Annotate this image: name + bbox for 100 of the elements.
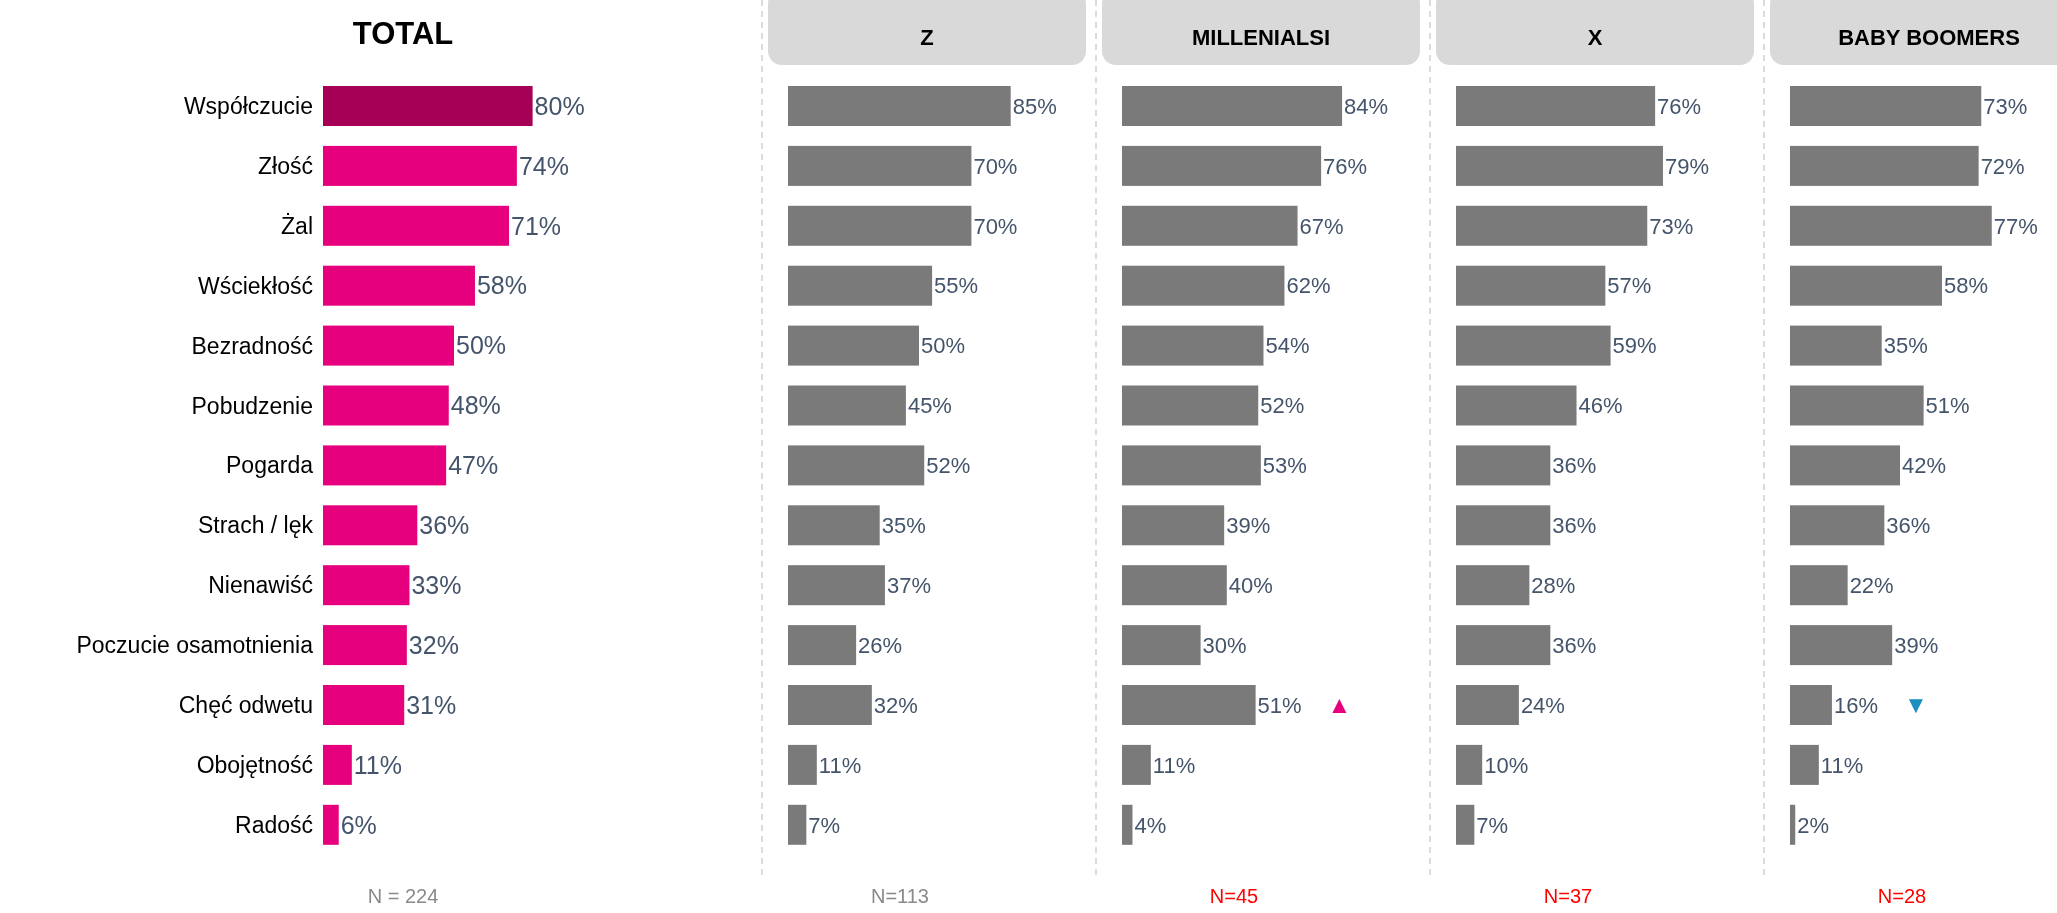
data-label: 76% [1657, 93, 1702, 119]
data-label: 52% [1260, 393, 1305, 419]
data-label: 55% [934, 273, 979, 299]
bar [1122, 145, 1322, 186]
bar [788, 505, 880, 546]
y-tick-label: Poczucie osamotnienia [76, 632, 314, 659]
bar [788, 205, 972, 246]
bar [1456, 86, 1656, 126]
bar [323, 145, 517, 186]
bar [1790, 505, 1885, 546]
bar [1456, 145, 1663, 186]
bar [788, 325, 919, 366]
bar [323, 445, 447, 486]
bar [1790, 804, 1796, 845]
bar [1456, 265, 1606, 306]
data-label: 11% [1152, 752, 1196, 778]
y-tick-label: Pogarda [226, 452, 314, 479]
data-label: 40% [1228, 572, 1273, 598]
data-label: 80% [534, 91, 585, 120]
bar [323, 385, 449, 426]
data-label: 70% [973, 153, 1018, 179]
bar [1790, 685, 1832, 725]
bar [1790, 385, 1924, 426]
bar [323, 565, 410, 606]
data-label: 4% [1134, 812, 1167, 838]
bar [323, 804, 339, 845]
bar [1456, 804, 1475, 845]
bar [323, 625, 407, 666]
bar [1456, 445, 1551, 486]
chart-title: MILLENIALSI [1191, 24, 1331, 50]
data-label: 50% [921, 333, 966, 359]
data-label: 85% [1012, 93, 1057, 119]
bar [323, 505, 418, 546]
data-label: 73% [1983, 93, 2028, 119]
data-label: 52% [926, 453, 971, 479]
data-label: 77% [1993, 213, 2038, 239]
data-label: 76% [1323, 153, 1368, 179]
bar [1122, 744, 1151, 785]
bar [1456, 744, 1483, 785]
y-tick-label: Strach / lęk [197, 512, 314, 539]
bar [1790, 744, 1819, 785]
data-label: 70% [973, 213, 1018, 239]
text: N = 224 [367, 885, 439, 907]
data-label: 39% [1894, 632, 1939, 658]
chart-title: TOTAL [352, 15, 454, 51]
bar [1122, 385, 1259, 426]
bar [788, 685, 872, 725]
data-label: 2% [1797, 812, 1830, 838]
data-label: 58% [1943, 273, 1989, 299]
data-label: 51% [1257, 692, 1302, 718]
data-label: 73% [1649, 213, 1694, 239]
bar [788, 565, 885, 606]
data-label: 7% [1476, 812, 1509, 838]
data-label: 32% [408, 630, 459, 659]
bar [1122, 325, 1264, 366]
bar [788, 445, 925, 486]
text: N=28 [1877, 885, 1927, 907]
y-tick-label: Żal [281, 212, 313, 239]
data-label: 48% [450, 391, 501, 420]
data-label: 11% [353, 750, 403, 779]
data-label: 24% [1520, 692, 1565, 718]
bar [1456, 685, 1519, 725]
data-label: 35% [881, 513, 926, 538]
bar [1790, 445, 1901, 486]
y-tick-label: Wściekłość [197, 272, 313, 299]
bar [1790, 86, 1982, 126]
annotation: ▲ [1327, 691, 1352, 719]
data-label: 26% [858, 632, 903, 658]
bar [788, 86, 1011, 126]
bar [1456, 505, 1551, 546]
bar [788, 145, 972, 186]
data-label: 45% [907, 393, 952, 419]
data-label: 7% [808, 812, 841, 838]
bar [1790, 205, 1992, 246]
bar [1790, 265, 1942, 306]
data-label: 16% [1833, 692, 1878, 718]
data-label: 42% [1902, 453, 1947, 479]
bar [1456, 325, 1611, 366]
bar [1122, 685, 1256, 725]
bar [323, 744, 352, 785]
bar [323, 86, 533, 126]
data-label: 50% [456, 331, 507, 360]
data-label: 79% [1664, 153, 1710, 179]
data-label: 35% [1883, 333, 1928, 359]
data-label: 67% [1299, 213, 1344, 239]
text: N=37 [1543, 885, 1593, 907]
text: N=113 [870, 885, 930, 907]
bar [1122, 86, 1343, 126]
data-label: 74% [518, 151, 569, 180]
data-label: 47% [448, 451, 499, 480]
bar [1790, 625, 1893, 666]
data-label: 6% [340, 810, 377, 839]
chart-title: Z [920, 24, 934, 50]
data-label: 71% [511, 211, 562, 240]
bar [1122, 445, 1261, 486]
bar [1790, 145, 1979, 186]
bar [1122, 265, 1285, 306]
data-label: 57% [1607, 273, 1652, 299]
data-label: 53% [1262, 453, 1307, 479]
bar [788, 804, 807, 845]
